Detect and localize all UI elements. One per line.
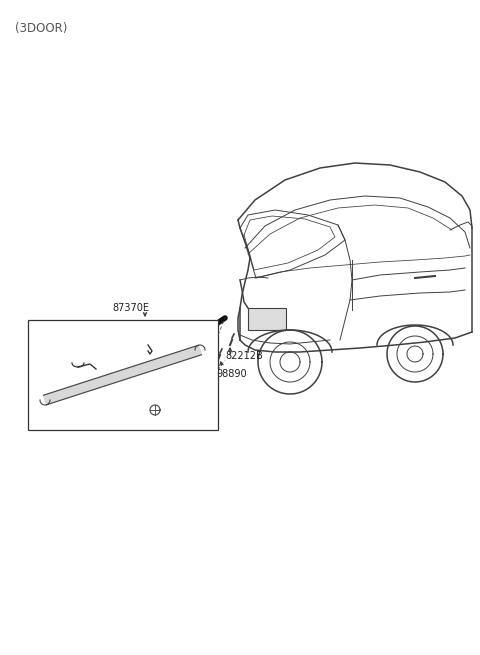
Text: (3DOOR): (3DOOR) (15, 22, 67, 35)
Text: 86414B: 86414B (107, 337, 144, 347)
Text: 87370E: 87370E (112, 303, 149, 313)
Text: 87375A: 87375A (127, 320, 165, 330)
Text: 82212B: 82212B (225, 351, 263, 361)
Polygon shape (44, 345, 202, 405)
Text: 87372: 87372 (105, 369, 136, 379)
Text: 98890: 98890 (216, 369, 247, 379)
Bar (248, 308, 286, 330)
Bar (28, 320, 218, 430)
Text: 87373E: 87373E (68, 353, 105, 363)
Text: 85316: 85316 (120, 396, 151, 406)
